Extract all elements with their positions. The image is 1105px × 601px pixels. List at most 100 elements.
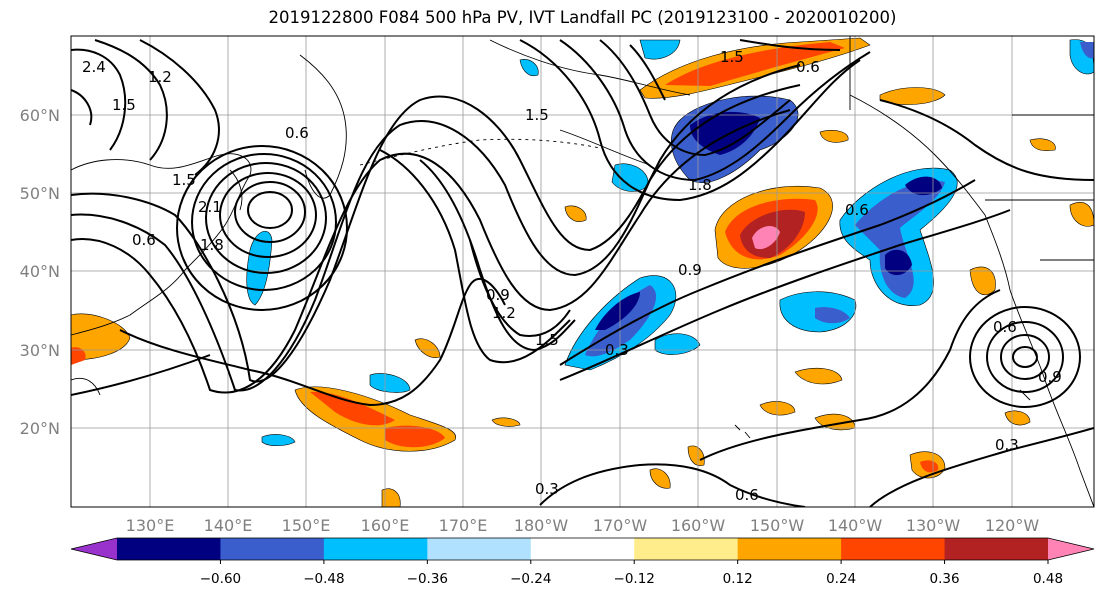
- lon-label: 130°W: [906, 516, 961, 535]
- positive-ivt-region: [759, 401, 796, 416]
- colorbar-segment: [530, 538, 635, 560]
- colorbar-segment: [117, 538, 221, 560]
- positive-ivt-region: [71, 313, 131, 361]
- positive-ivt-region: [920, 460, 939, 473]
- contour-label: 2.1: [198, 198, 222, 216]
- contour-label: 1.5: [525, 106, 549, 124]
- positive-ivt-region: [564, 205, 587, 222]
- negative-ivt-region: [246, 231, 273, 306]
- negative-ivt-region: [654, 333, 701, 355]
- colorbar-tick-label: −0.60: [200, 571, 241, 587]
- colorbar-tick-label: −0.12: [614, 571, 655, 587]
- ivt-shading: [71, 37, 1094, 507]
- colorbar-segment: [323, 538, 428, 560]
- contour-label: 0.9: [486, 286, 510, 304]
- positive-ivt-region: [665, 42, 845, 86]
- pv-contours: [71, 39, 1094, 507]
- contour-labels: 2.4 1.5 1.2 0.6 1.5 0.6 1.5 2.1 1.8 0.6 …: [82, 48, 1062, 504]
- positive-ivt-region: [1029, 138, 1056, 151]
- map-title: 2019122800 F084 500 hPa PV, IVT Landfall…: [268, 8, 897, 27]
- colorbar-tick-label: 0.48: [1033, 571, 1063, 587]
- negative-ivt-region: [369, 373, 411, 393]
- positive-ivt-region: [752, 226, 780, 250]
- longitude-labels: 130°E 140°E 150°E 160°E 170°E 180°W 170°…: [126, 516, 1040, 535]
- positive-ivt-region: [794, 367, 843, 385]
- lon-label: 150°W: [750, 516, 805, 535]
- negative-ivt-region: [639, 39, 681, 60]
- contour-label: 0.6: [735, 486, 759, 504]
- hawaii: [734, 424, 751, 439]
- contour-label: 0.6: [132, 231, 156, 249]
- contour-label: 1.2: [492, 304, 516, 322]
- lon-label: 140°W: [828, 516, 883, 535]
- positive-ivt-region: [1004, 410, 1031, 426]
- contour-label: 0.6: [993, 318, 1017, 336]
- contour-label: 0.6: [796, 58, 820, 76]
- contour-label: 0.9: [678, 261, 702, 279]
- lat-label: 50°N: [20, 184, 60, 203]
- contour-label: 0.3: [995, 436, 1019, 454]
- lon-label: 160°W: [671, 516, 726, 535]
- positive-ivt-region: [310, 391, 395, 426]
- colorbar-tick-label: −0.36: [407, 571, 448, 587]
- positive-ivt-region: [491, 417, 521, 427]
- positive-ivt-region: [385, 425, 445, 448]
- colorbar-segment: [737, 538, 842, 560]
- positive-ivt-region: [649, 468, 671, 489]
- map-background: [71, 36, 1094, 507]
- lon-label: 170°W: [593, 516, 648, 535]
- contour-label: 0.9: [1038, 368, 1062, 386]
- negative-ivt-region: [595, 292, 640, 330]
- colorbar-tick-label: 0.24: [826, 571, 856, 587]
- colorbar-segment: [944, 538, 1049, 560]
- contour-label: 1.5: [535, 331, 559, 349]
- colorbar-segment: [427, 538, 532, 560]
- lat-label: 40°N: [20, 262, 60, 281]
- lon-label: 150°E: [282, 516, 331, 535]
- colorbar-tick-label: 0.36: [930, 571, 960, 587]
- lon-label: 140°E: [204, 516, 253, 535]
- negative-ivt-region: [885, 249, 912, 276]
- contour-label: 2.4: [82, 58, 106, 76]
- negative-ivt-region: [1080, 42, 1094, 59]
- colorbar-segment: [841, 538, 946, 560]
- lat-label: 60°N: [20, 106, 60, 125]
- positive-ivt-region: [969, 266, 996, 295]
- colorbar-segment: [220, 538, 325, 560]
- colorbar-segments: [71, 538, 1094, 560]
- lon-label: 130°E: [126, 516, 175, 535]
- negative-ivt-region: [855, 180, 945, 298]
- colorbar-ticks: −0.60 −0.48 −0.36 −0.24 −0.12 0.12 0.24 0.36 0.4…: [200, 560, 1063, 587]
- negative-ivt-region: [690, 111, 760, 155]
- alaska-coast: [489, 39, 691, 96]
- colorbar: −0.60 −0.48 −0.36 −0.24 −0.12 0.12 0.24 0.36 0.4…: [70, 537, 1095, 587]
- contour-label: 0.3: [535, 480, 559, 498]
- contour-label: 1.5: [172, 171, 196, 189]
- aleutian-islands: [359, 138, 601, 166]
- contour-label: 0.3: [605, 341, 629, 359]
- lon-label: 180°W: [514, 516, 569, 535]
- kamchatka-coast: [299, 54, 347, 199]
- lon-label: 170°E: [439, 516, 488, 535]
- alaska-peninsula: [559, 129, 651, 166]
- colorbar-tick-label: −0.48: [303, 571, 344, 587]
- colorbar-outline: [70, 537, 1095, 561]
- contour-label: 1.8: [688, 176, 712, 194]
- negative-ivt-region: [815, 307, 850, 324]
- negative-ivt-region: [519, 59, 539, 77]
- contour-label: 1.8: [200, 236, 224, 254]
- contour-label: 1.2: [148, 68, 172, 86]
- contour-label: 1.5: [720, 48, 744, 66]
- colorbar-segment: [634, 538, 739, 560]
- contour-label: 1.5: [112, 96, 136, 114]
- contour-label: 0.6: [845, 201, 869, 219]
- positive-ivt-region: [1069, 202, 1094, 227]
- coastlines: [71, 36, 1094, 507]
- asia-coast: [71, 153, 252, 336]
- lon-label: 160°E: [361, 516, 410, 535]
- positive-ivt-region: [71, 347, 86, 365]
- lat-label: 30°N: [20, 341, 60, 360]
- lat-label: 20°N: [20, 419, 60, 438]
- colorbar-tick-label: 0.12: [723, 571, 753, 587]
